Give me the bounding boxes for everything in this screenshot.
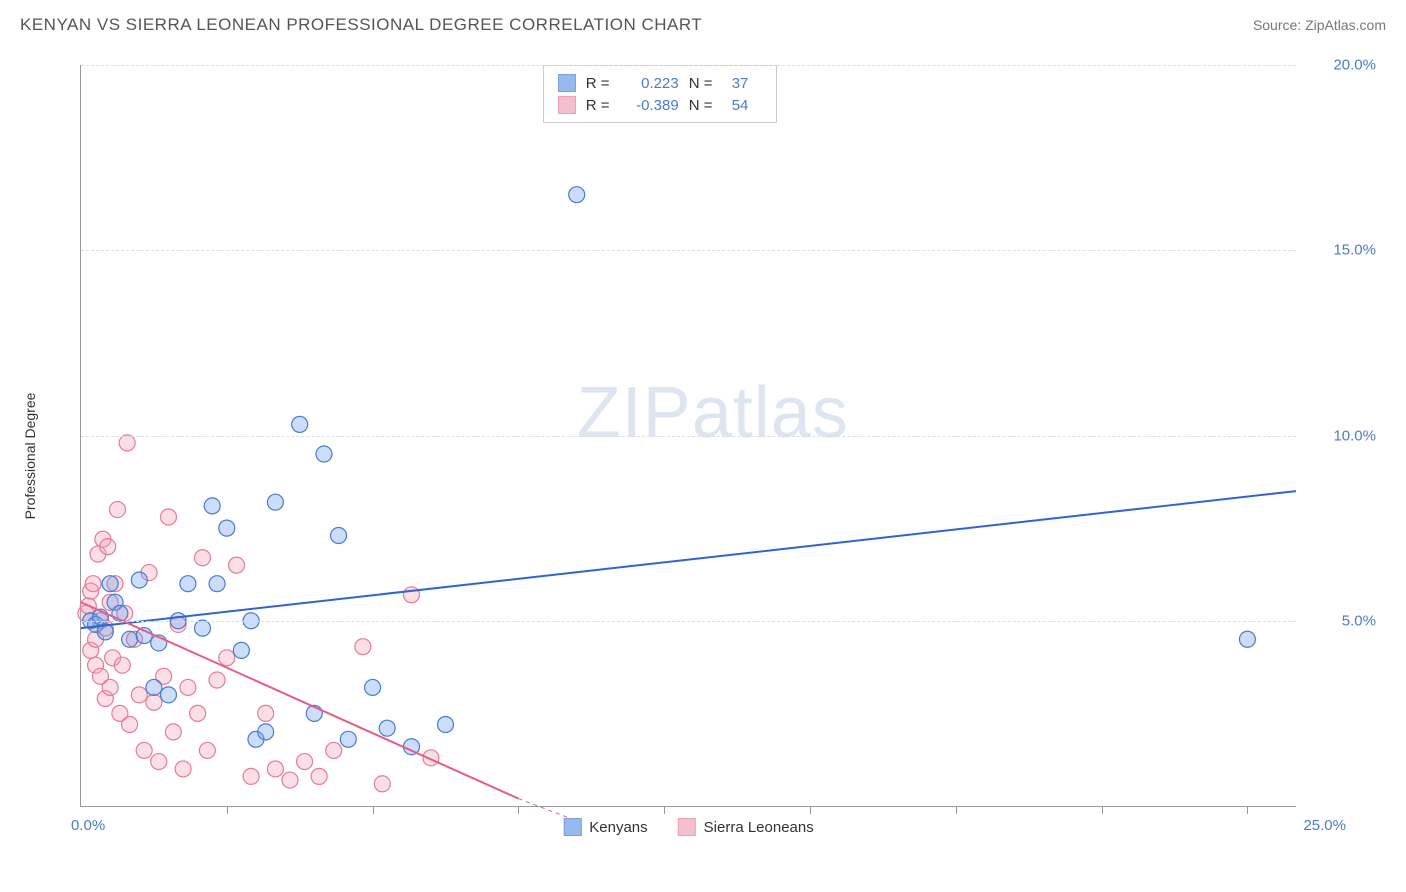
- x-origin-label: 0.0%: [71, 817, 105, 834]
- data-point: [85, 576, 101, 592]
- data-point: [331, 528, 347, 544]
- data-point: [195, 620, 211, 636]
- data-point: [151, 754, 167, 770]
- data-point: [195, 550, 211, 566]
- data-point: [204, 498, 220, 514]
- data-point: [199, 742, 215, 758]
- legend-item-kenyans: Kenyans: [563, 818, 647, 836]
- legend-item-sierra: Sierra Leoneans: [678, 818, 814, 836]
- data-point: [229, 557, 245, 573]
- data-point: [403, 587, 419, 603]
- data-point: [180, 679, 196, 695]
- data-point: [100, 539, 116, 555]
- chart-title: KENYAN VS SIERRA LEONEAN PROFESSIONAL DE…: [20, 15, 702, 35]
- trend-line-extension: [518, 799, 567, 818]
- data-point: [233, 642, 249, 658]
- data-point: [122, 716, 138, 732]
- swatch-sierra-bottom: [678, 818, 696, 836]
- data-point: [365, 679, 381, 695]
- data-point: [267, 761, 283, 777]
- x-max-label: 25.0%: [1303, 817, 1346, 834]
- legend-label-sierra: Sierra Leoneans: [704, 819, 814, 836]
- data-point: [297, 754, 313, 770]
- data-point: [258, 724, 274, 740]
- data-point: [165, 724, 181, 740]
- data-point: [292, 416, 308, 432]
- data-point: [175, 761, 191, 777]
- data-point: [119, 435, 135, 451]
- data-point: [160, 687, 176, 703]
- data-point: [160, 509, 176, 525]
- data-point: [190, 705, 206, 721]
- data-point: [209, 672, 225, 688]
- data-point: [209, 576, 225, 592]
- data-point: [102, 679, 118, 695]
- data-point: [311, 768, 327, 784]
- data-point: [180, 576, 196, 592]
- swatch-kenyans-bottom: [563, 818, 581, 836]
- data-point: [136, 742, 152, 758]
- chart-container: Professional Degree ZIPatlas R = 0.223 N…: [40, 50, 1386, 862]
- y-tick-label: 20.0%: [1333, 57, 1376, 74]
- data-point: [1239, 631, 1255, 647]
- data-point: [258, 705, 274, 721]
- data-point: [131, 687, 147, 703]
- data-point: [340, 731, 356, 747]
- data-point: [219, 650, 235, 666]
- data-point: [146, 679, 162, 695]
- data-point: [109, 502, 125, 518]
- data-point: [122, 631, 138, 647]
- data-point: [267, 494, 283, 510]
- data-point: [569, 187, 585, 203]
- trend-line: [81, 491, 1296, 628]
- data-point: [326, 742, 342, 758]
- legend-label-kenyans: Kenyans: [589, 819, 647, 836]
- source-attribution: Source: ZipAtlas.com: [1253, 17, 1386, 33]
- data-point: [379, 720, 395, 736]
- data-point: [131, 572, 147, 588]
- data-point: [374, 776, 390, 792]
- y-tick-label: 5.0%: [1342, 612, 1376, 629]
- y-axis-label: Professional Degree: [22, 393, 38, 520]
- data-point: [114, 657, 130, 673]
- data-point: [243, 768, 259, 784]
- series-legend: Kenyans Sierra Leoneans: [563, 818, 813, 836]
- data-point: [282, 772, 298, 788]
- plot-area: ZIPatlas R = 0.223 N = 37 R = -0.389 N =…: [80, 65, 1296, 807]
- data-point: [219, 520, 235, 536]
- data-point: [102, 576, 118, 592]
- data-point: [438, 716, 454, 732]
- data-point: [146, 694, 162, 710]
- data-point: [355, 639, 371, 655]
- y-tick-label: 10.0%: [1333, 427, 1376, 444]
- data-point: [316, 446, 332, 462]
- y-tick-label: 15.0%: [1333, 242, 1376, 259]
